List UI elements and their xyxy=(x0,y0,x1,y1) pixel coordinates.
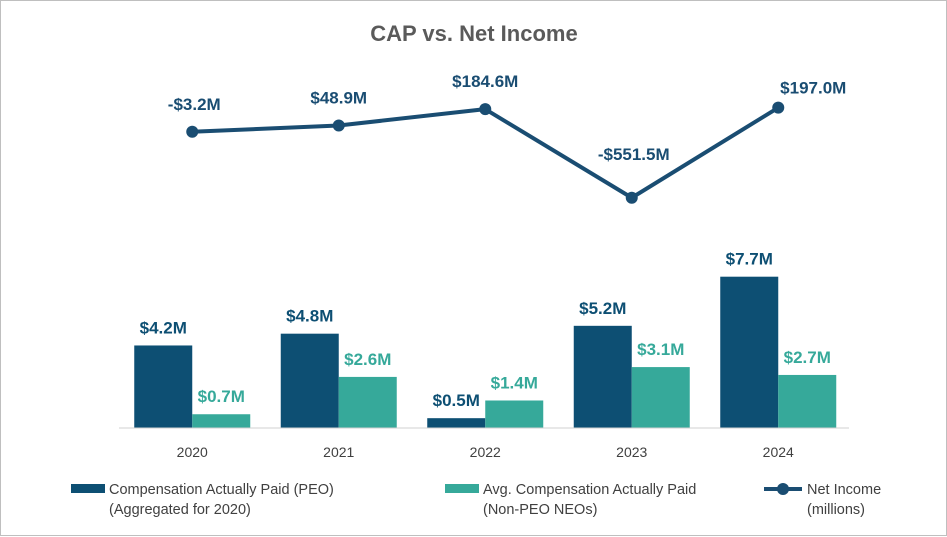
bar-peo-2024 xyxy=(720,276,779,428)
label-neo-2020: $0.7M xyxy=(198,387,245,406)
label-peo-2024: $7.7M xyxy=(726,250,773,269)
label-peo-2020: $4.2M xyxy=(140,318,187,337)
bar-peo-2021 xyxy=(280,333,339,428)
legend-label-peo: Compensation Actually Paid (PEO) xyxy=(109,482,334,498)
label-peo-2022: $0.5M xyxy=(433,391,480,410)
bar-neo-2023 xyxy=(631,367,690,428)
x-tick-2020: 2020 xyxy=(177,444,208,460)
net-income-point-2024 xyxy=(772,101,785,114)
bar-peo-2022 xyxy=(427,418,486,428)
bars-layer xyxy=(134,276,837,428)
data-labels: $4.2M $0.7M $4.8M $2.6M $0.5M $1.4M $5.2M $3.1M… xyxy=(140,72,847,410)
net-income-line-layer xyxy=(186,101,785,204)
bar-peo-2023 xyxy=(573,325,632,428)
legend-label-net-income: Net Income xyxy=(807,482,881,498)
net-income-point-2022 xyxy=(479,103,492,116)
net-income-point-2023 xyxy=(625,191,638,204)
legend-label-neo: Avg. Compensation Actually Paid xyxy=(483,482,696,498)
label-peo-2021: $4.8M xyxy=(286,307,333,326)
bar-neo-2022 xyxy=(485,400,544,428)
x-tick-2022: 2022 xyxy=(470,444,501,460)
bar-neo-2024 xyxy=(778,374,837,428)
net-income-line xyxy=(192,105,780,200)
x-tick-labels: 2020 2021 2022 2023 2024 xyxy=(177,444,794,460)
bar-neo-2020 xyxy=(192,414,251,428)
legend-swatch-peo xyxy=(71,484,105,493)
x-tick-2023: 2023 xyxy=(616,444,647,460)
bar-neo-2021 xyxy=(338,376,397,428)
chart-title: CAP vs. Net Income xyxy=(370,21,577,46)
x-tick-2024: 2024 xyxy=(763,444,794,460)
label-net-income-2023: -$551.5M xyxy=(598,145,670,164)
legend-swatch-neo xyxy=(445,484,479,493)
label-peo-2023: $5.2M xyxy=(579,299,626,318)
legend-marker-net-income xyxy=(777,483,789,495)
label-net-income-2020: -$3.2M xyxy=(168,95,221,114)
net-income-point-2021 xyxy=(332,119,345,132)
label-net-income-2024: $197.0M xyxy=(780,79,846,98)
label-neo-2024: $2.7M xyxy=(784,348,831,367)
bar-peo-2020 xyxy=(134,345,193,428)
label-neo-2023: $3.1M xyxy=(637,340,684,359)
label-neo-2022: $1.4M xyxy=(491,373,538,392)
legend-label-peo-sub: (Aggregated for 2020) xyxy=(109,502,251,518)
label-neo-2021: $2.6M xyxy=(344,350,391,369)
x-tick-2021: 2021 xyxy=(323,444,354,460)
net-income-point-2020 xyxy=(186,125,199,138)
legend-label-neo-sub: (Non-PEO NEOs) xyxy=(483,502,597,518)
legend-label-net-income-sub: (millions) xyxy=(807,502,865,518)
label-net-income-2022: $184.6M xyxy=(452,72,518,91)
label-net-income-2021: $48.9M xyxy=(310,88,367,107)
legend: Compensation Actually Paid (PEO) (Aggrega… xyxy=(71,482,881,518)
